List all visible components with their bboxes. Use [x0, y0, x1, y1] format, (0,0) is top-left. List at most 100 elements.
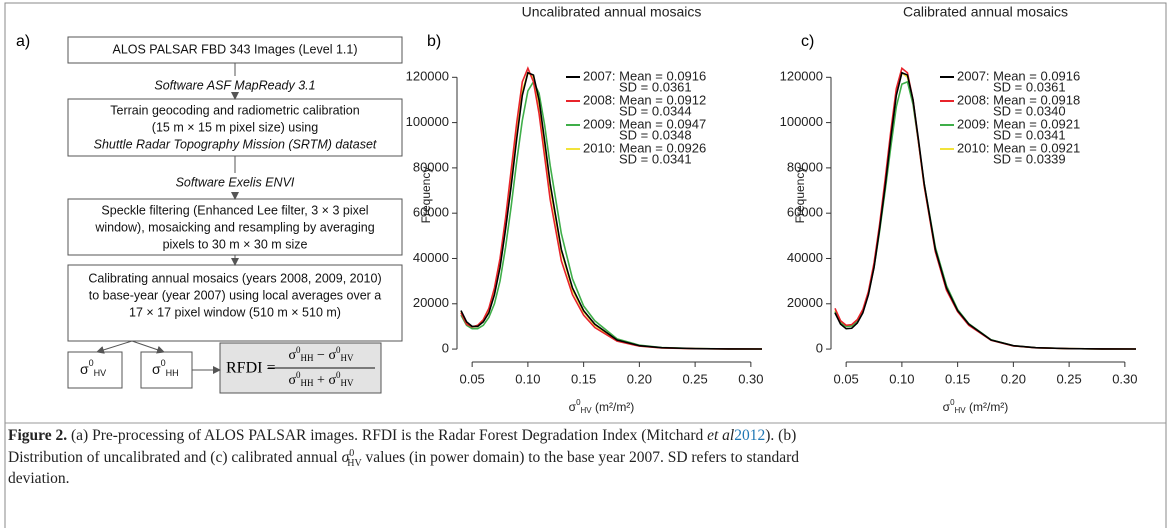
sup: 0: [296, 370, 301, 380]
sub: HV: [347, 458, 362, 470]
sup: 0: [349, 448, 355, 459]
x-tick-label: 0.05: [833, 371, 858, 386]
symbol: σ: [328, 348, 336, 363]
rfdi-den: σ0HH + σ0HV: [289, 370, 354, 388]
legend-label: 2009: Mean = 0.0947: [583, 116, 706, 131]
box-text: pixels to 30 m × 30 m size: [163, 237, 308, 251]
x-tick-label: 0.10: [889, 371, 914, 386]
y-tick-label: 120000: [780, 69, 823, 84]
y-tick-label: 20000: [413, 295, 449, 310]
symbol: σ: [152, 361, 161, 377]
legend-label: 2010: Mean = 0.0926: [583, 140, 706, 155]
rfdi-num: σ0HH − σ0HV: [289, 345, 354, 363]
box-text: Speckle filtering (Enhanced Lee filter, …: [101, 203, 368, 217]
box-text: Shuttle Radar Topography Mission (SRTM) …: [94, 137, 377, 151]
series-line: [460, 71, 763, 350]
sub: HV: [341, 353, 354, 363]
panel-label: b): [427, 33, 441, 50]
caption-text: (a) Pre-processing of ALOS PALSAR images…: [67, 427, 708, 444]
y-tick-label: 20000: [787, 295, 823, 310]
box-text: to base-year (year 2007) using local ave…: [89, 288, 382, 302]
x-label-part: HV: [581, 406, 593, 415]
legend-label: 2009: Mean = 0.0921: [957, 116, 1080, 131]
x-tick-label: 0.30: [1112, 371, 1137, 386]
symbol: σ: [80, 361, 89, 377]
series-line: [460, 66, 763, 350]
sup: 0: [89, 358, 94, 368]
chart-title: Calibrated annual mosaics: [903, 4, 1068, 20]
x-tick-label: 0.05: [459, 371, 484, 386]
legend-label: 2010: Mean = 0.0921: [957, 140, 1080, 155]
legend-label: 2008: Mean = 0.0918: [957, 92, 1080, 107]
y-tick-label: 100000: [780, 114, 823, 129]
software-label: Software ASF MapReady 3.1: [154, 78, 315, 92]
y-tick-label: 80000: [413, 159, 449, 174]
sup: 0: [336, 370, 341, 380]
symbol: σ: [328, 373, 336, 388]
sup: 0: [161, 358, 166, 368]
legend-sd: SD = 0.0344: [619, 103, 692, 118]
x-tick-label: 0.15: [945, 371, 970, 386]
sub: HH: [301, 353, 314, 363]
caption-label: Figure 2.: [8, 427, 68, 444]
caption-text: deviation.: [8, 470, 70, 487]
sigma-hv: σ0HV: [80, 358, 106, 378]
x-label-part: (m²/m²): [966, 400, 1009, 414]
series-line: [834, 66, 1137, 350]
frame: [4, 2, 1167, 528]
caption-line: Figure 2. (a) Pre-processing of ALOS PAL…: [8, 427, 796, 445]
series-line: [834, 71, 1137, 350]
box-text: window), mosaicking and resampling by av…: [94, 220, 374, 234]
legend-sd: SD = 0.0361: [619, 79, 692, 94]
legend-sd: SD = 0.0361: [993, 79, 1066, 94]
x-tick-label: 0.15: [571, 371, 596, 386]
sup: 0: [336, 345, 341, 355]
x-axis-label: σ0HV (m²/m²): [569, 398, 635, 415]
legend-sd: SD = 0.0340: [993, 103, 1066, 118]
symbol: σ: [341, 449, 350, 467]
box-text: 17 × 17 pixel window (510 m × 510 m): [129, 305, 341, 319]
x-label-part: 0: [950, 398, 955, 407]
legend-sd: SD = 0.0341: [619, 151, 692, 166]
x-tick-label: 0.25: [1056, 371, 1081, 386]
y-tick-label: 120000: [406, 69, 449, 84]
caption-line: deviation.: [8, 470, 70, 488]
citation-link[interactable]: 2012: [734, 427, 766, 444]
operator: −: [314, 348, 329, 363]
caption-line: Distribution of uncalibrated and (c) cal…: [8, 448, 799, 469]
series-line: [834, 71, 1137, 350]
x-label-part: (m²/m²): [592, 400, 635, 414]
legend-sd: SD = 0.0339: [993, 151, 1066, 166]
x-tick-label: 0.20: [1001, 371, 1026, 386]
sub: HV: [94, 368, 107, 378]
box-text: (15 m × 15 m pixel size) using: [152, 120, 318, 134]
y-tick-label: 60000: [787, 205, 823, 220]
caption-text: et al: [707, 427, 735, 444]
caption-text: Distribution of uncalibrated and (c) cal…: [8, 449, 342, 467]
x-tick-label: 0.25: [682, 371, 707, 386]
sub: HH: [166, 368, 179, 378]
y-axis-label: Frequency: [419, 167, 433, 224]
software-label: Software Exelis ENVI: [176, 175, 295, 189]
legend-sd: SD = 0.0341: [993, 127, 1066, 142]
sub: HV: [341, 378, 354, 388]
legend-label: 2007: Mean = 0.0916: [583, 68, 706, 83]
x-tick-label: 0.10: [515, 371, 540, 386]
legend-label: 2007: Mean = 0.0916: [957, 68, 1080, 83]
y-tick-label: 40000: [787, 250, 823, 265]
rfdi-lhs: RFDI =: [226, 360, 275, 377]
operator: +: [314, 373, 329, 388]
legend-sd: SD = 0.0348: [619, 127, 692, 142]
x-label-part: HV: [955, 406, 967, 415]
x-tick-label: 0.30: [738, 371, 763, 386]
panel-label: a): [16, 33, 30, 50]
sigma-hh: σ0HH: [152, 358, 179, 378]
panel-label: c): [801, 33, 814, 50]
x-label-part: σ: [943, 400, 951, 414]
x-tick-label: 0.20: [627, 371, 652, 386]
chart-title: Uncalibrated annual mosaics: [522, 4, 702, 20]
flowchart: [67, 36, 403, 394]
x-label-part: σ: [569, 400, 577, 414]
